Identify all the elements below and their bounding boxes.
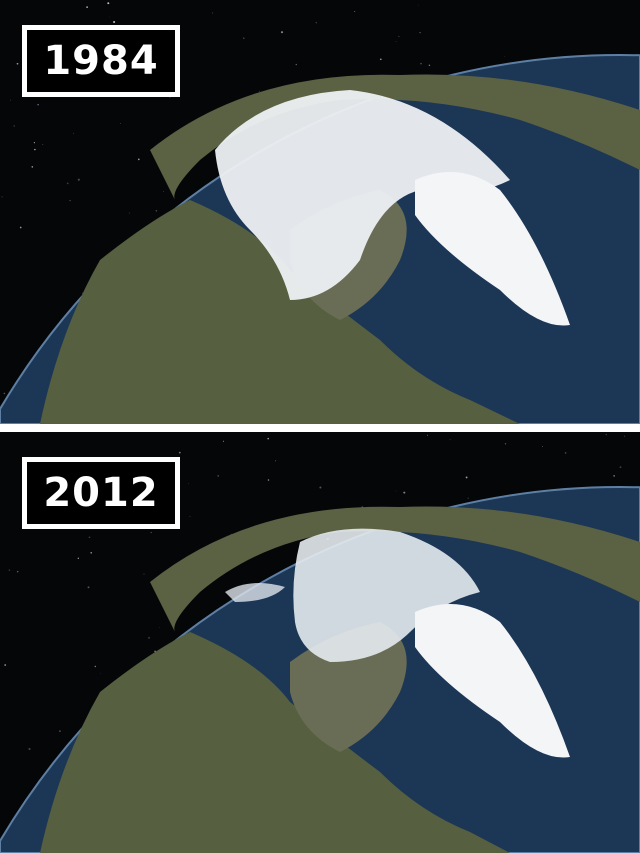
- star: [34, 148, 36, 151]
- star: [77, 178, 80, 181]
- star: [16, 62, 19, 65]
- star: [319, 486, 322, 489]
- star: [613, 475, 615, 477]
- year-label: 2012: [22, 457, 180, 529]
- star: [217, 475, 220, 477]
- star: [108, 16, 110, 18]
- land-siberia: [150, 74, 640, 200]
- star: [417, 4, 419, 6]
- star: [189, 515, 191, 517]
- sea-ice: [293, 528, 480, 662]
- star: [143, 573, 145, 575]
- star: [155, 210, 158, 212]
- star: [467, 497, 469, 499]
- star: [37, 104, 39, 106]
- star: [59, 730, 61, 732]
- star: [113, 20, 116, 24]
- star: [243, 37, 245, 39]
- greenland-ice: [415, 604, 570, 758]
- star: [504, 56, 506, 58]
- star: [267, 479, 270, 481]
- star: [19, 226, 22, 229]
- star: [178, 451, 181, 454]
- star: [13, 125, 15, 127]
- star: [624, 435, 626, 437]
- arctic-globe-image: [0, 2, 640, 424]
- star: [94, 665, 97, 668]
- star: [69, 199, 71, 202]
- star: [395, 490, 397, 492]
- star: [86, 6, 88, 8]
- star: [280, 31, 284, 34]
- star: [465, 476, 468, 479]
- star: [28, 747, 31, 751]
- star: [3, 392, 6, 395]
- star: [120, 123, 121, 124]
- land-north-america: [40, 200, 520, 424]
- star: [137, 158, 140, 161]
- star: [398, 35, 400, 38]
- star: [128, 212, 130, 214]
- star: [379, 58, 382, 61]
- star: [605, 434, 607, 436]
- star: [42, 143, 44, 145]
- star: [275, 460, 276, 462]
- star: [564, 452, 567, 454]
- star: [267, 437, 269, 440]
- star: [77, 557, 79, 559]
- star: [8, 569, 11, 571]
- star: [504, 443, 507, 445]
- star: [10, 99, 11, 101]
- star: [315, 22, 317, 24]
- star: [295, 63, 297, 66]
- star: [258, 90, 261, 92]
- star: [428, 64, 431, 66]
- star: [162, 191, 164, 193]
- star: [211, 12, 213, 14]
- star: [395, 41, 397, 43]
- greenland-ice: [415, 172, 570, 326]
- star: [419, 31, 421, 34]
- star: [73, 132, 75, 134]
- land-siberia: [150, 506, 640, 632]
- year-label: 1984: [22, 25, 180, 97]
- star: [427, 434, 429, 436]
- star: [1, 196, 3, 198]
- star: [403, 491, 406, 494]
- sea-ice: [215, 90, 510, 300]
- star: [420, 62, 422, 65]
- star: [33, 142, 35, 144]
- arctic-globe-image: [0, 434, 640, 853]
- star: [88, 536, 91, 539]
- star: [90, 551, 93, 554]
- divider: [0, 424, 640, 432]
- panel-1984: 1984: [0, 0, 640, 424]
- star: [159, 626, 161, 628]
- star: [31, 166, 34, 168]
- star: [100, 672, 102, 674]
- star: [150, 531, 152, 534]
- panel-2012: 2012: [0, 432, 640, 853]
- sea-ice-fragment: [225, 583, 285, 602]
- star: [16, 570, 19, 573]
- star: [222, 440, 224, 442]
- star: [4, 664, 7, 666]
- star: [147, 636, 151, 639]
- land-north-america: [40, 632, 510, 853]
- star: [449, 439, 451, 441]
- star: [107, 2, 110, 5]
- star: [87, 586, 90, 589]
- star: [542, 446, 543, 447]
- star: [354, 11, 356, 13]
- star: [619, 466, 622, 469]
- star: [66, 182, 69, 185]
- star: [187, 483, 189, 484]
